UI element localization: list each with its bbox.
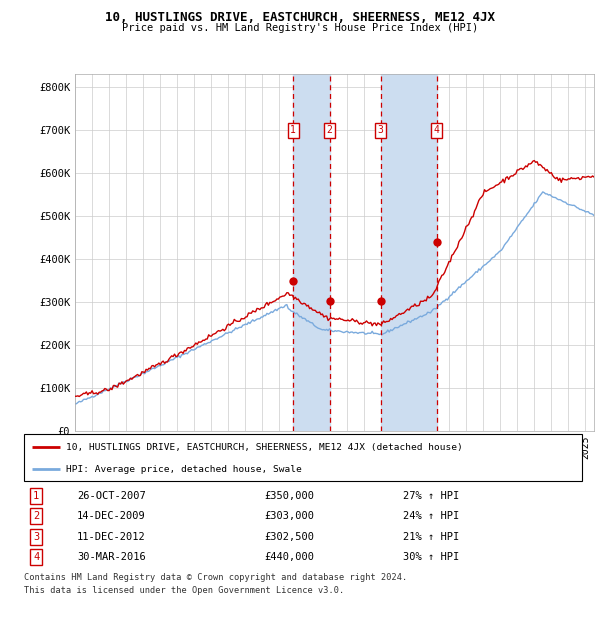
Text: 1: 1 [290, 125, 296, 135]
Text: This data is licensed under the Open Government Licence v3.0.: This data is licensed under the Open Gov… [24, 586, 344, 595]
Text: HPI: Average price, detached house, Swale: HPI: Average price, detached house, Swal… [66, 465, 302, 474]
Text: 24% ↑ HPI: 24% ↑ HPI [403, 512, 460, 521]
Text: 10, HUSTLINGS DRIVE, EASTCHURCH, SHEERNESS, ME12 4JX: 10, HUSTLINGS DRIVE, EASTCHURCH, SHEERNE… [105, 11, 495, 24]
Text: 3: 3 [33, 532, 40, 542]
Text: £302,500: £302,500 [264, 532, 314, 542]
Text: 30-MAR-2016: 30-MAR-2016 [77, 552, 146, 562]
Text: 2: 2 [326, 125, 332, 135]
Text: 26-OCT-2007: 26-OCT-2007 [77, 491, 146, 501]
Text: £303,000: £303,000 [264, 512, 314, 521]
Text: £440,000: £440,000 [264, 552, 314, 562]
Text: 10, HUSTLINGS DRIVE, EASTCHURCH, SHEERNESS, ME12 4JX (detached house): 10, HUSTLINGS DRIVE, EASTCHURCH, SHEERNE… [66, 443, 463, 451]
Text: 14-DEC-2009: 14-DEC-2009 [77, 512, 146, 521]
Text: 1: 1 [33, 491, 40, 501]
Text: 4: 4 [434, 125, 440, 135]
Text: 30% ↑ HPI: 30% ↑ HPI [403, 552, 460, 562]
Text: Contains HM Land Registry data © Crown copyright and database right 2024.: Contains HM Land Registry data © Crown c… [24, 574, 407, 583]
Text: 27% ↑ HPI: 27% ↑ HPI [403, 491, 460, 501]
Text: 4: 4 [33, 552, 40, 562]
Text: 11-DEC-2012: 11-DEC-2012 [77, 532, 146, 542]
Text: 3: 3 [377, 125, 383, 135]
Bar [293, 74, 329, 431]
Text: 21% ↑ HPI: 21% ↑ HPI [403, 532, 460, 542]
Text: 2: 2 [33, 512, 40, 521]
Text: Price paid vs. HM Land Registry's House Price Index (HPI): Price paid vs. HM Land Registry's House … [122, 23, 478, 33]
Bar [380, 74, 437, 431]
Text: £350,000: £350,000 [264, 491, 314, 501]
